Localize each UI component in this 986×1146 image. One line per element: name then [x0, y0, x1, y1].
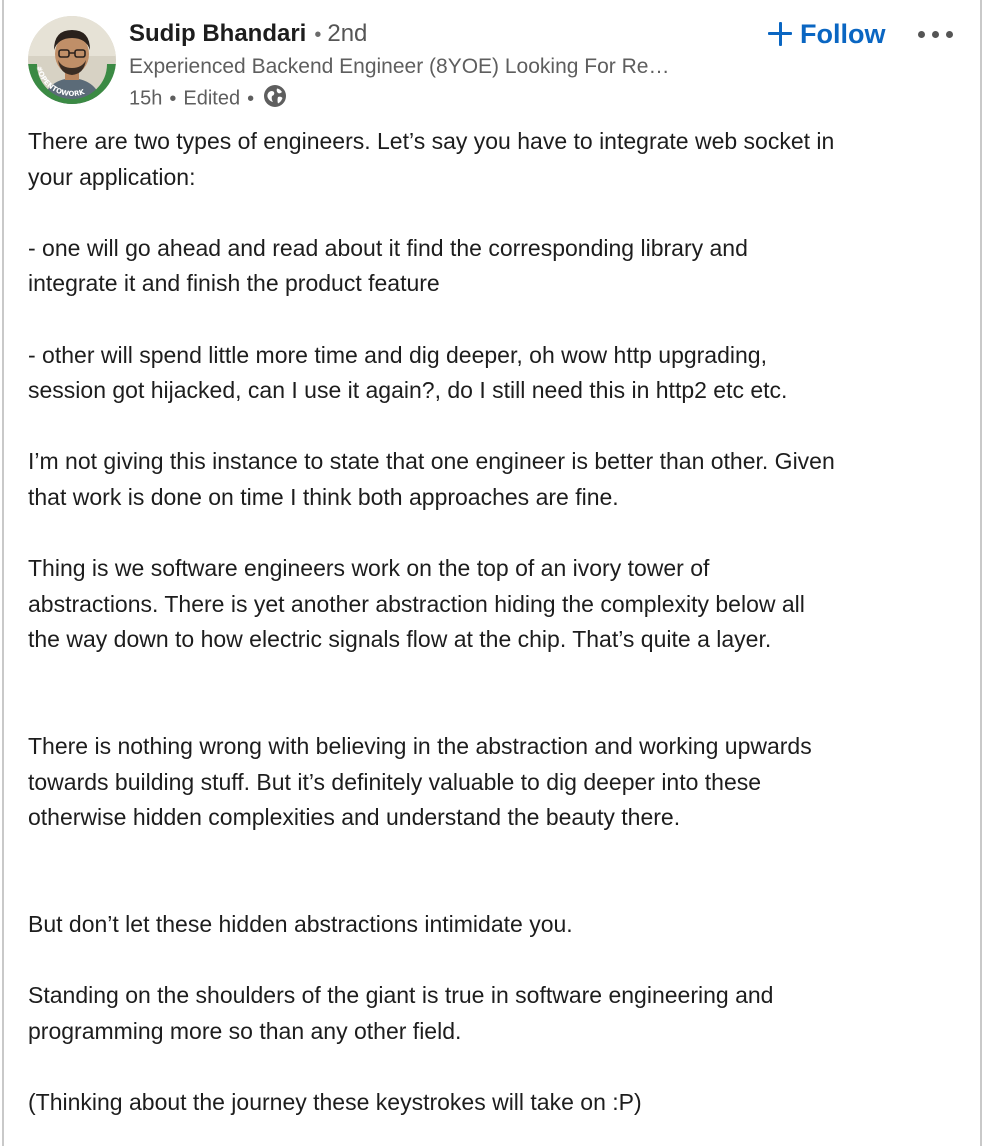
author-headline: Experienced Backend Engineer (8YOE) Look…	[129, 55, 670, 78]
post-line: - one will go ahead and read about it fi…	[28, 234, 748, 261]
post-line: (Thinking about the journey these keystr…	[28, 1089, 642, 1116]
connection-degree: 2nd	[327, 20, 368, 47]
post-paragraph: But don’t let these hidden abstractions …	[28, 907, 958, 943]
post-paragraph: There is nothing wrong with believing in…	[28, 729, 958, 836]
post-paragraph: - other will spend little more time and …	[28, 338, 958, 409]
post-paragraph: Standing on the shoulders of the giant i…	[28, 978, 958, 1049]
post-line: abstractions. There is yet another abstr…	[28, 590, 805, 617]
separator-dot: •	[169, 87, 177, 110]
post-line: There are two types of engineers. Let’s …	[28, 128, 835, 154]
follow-button[interactable]: Follow	[768, 16, 885, 52]
post-paragraph: (Thinking about the journey these keystr…	[28, 1085, 958, 1121]
post-line: There is nothing wrong with believing in…	[28, 733, 812, 760]
post-line: - other will spend little more time and …	[28, 341, 767, 368]
post-body: There are two types of engineers. Let’s …	[28, 124, 958, 1121]
avatar[interactable]: #OPENTOWORK	[28, 16, 116, 104]
name-row: Sudip Bhandari • 2nd	[129, 20, 367, 48]
post-line: the way down to how electric signals flo…	[28, 626, 772, 653]
post-meta: 15h • Edited •	[129, 84, 287, 114]
globe-icon	[263, 84, 287, 114]
post-line: Thing is we software engineers work on t…	[28, 555, 710, 582]
ellipsis-icon[interactable]	[918, 26, 960, 42]
post-line: Standing on the shoulders of the giant i…	[28, 982, 774, 1009]
post-line: programming more so than any other field…	[28, 1017, 462, 1044]
post-paragraph: There are two types of engineers. Let’s …	[28, 124, 958, 195]
post-line: your application:	[28, 163, 196, 190]
post-line: integrate it and finish the product feat…	[28, 270, 440, 297]
post-line: that work is done on time I think both a…	[28, 483, 619, 510]
author-name[interactable]: Sudip Bhandari	[129, 20, 307, 47]
avatar-photo: #OPENTOWORK	[28, 16, 116, 104]
post-line: otherwise hidden complexities and unders…	[28, 804, 681, 831]
post-line: session got hijacked, can I use it again…	[28, 377, 788, 404]
follow-label: Follow	[800, 18, 886, 49]
post-line: I’m not giving this instance to state th…	[28, 448, 835, 475]
edited-label: Edited	[183, 87, 241, 110]
plus-icon	[768, 22, 792, 46]
post-paragraph: I’m not giving this instance to state th…	[28, 444, 958, 515]
post-header: #OPENTOWORK Sudip Bhandari • 2nd Experienc…	[28, 16, 968, 116]
separator-dot: •	[314, 24, 322, 46]
post-paragraph: - one will go ahead and read about it fi…	[28, 231, 958, 302]
separator-dot: •	[247, 87, 255, 110]
post-line: towards building stuff. But it’s definit…	[28, 768, 762, 795]
post-paragraph: Thing is we software engineers work on t…	[28, 551, 958, 658]
post-line: But don’t let these hidden abstractions …	[28, 911, 573, 938]
post-time: 15h	[129, 87, 163, 110]
